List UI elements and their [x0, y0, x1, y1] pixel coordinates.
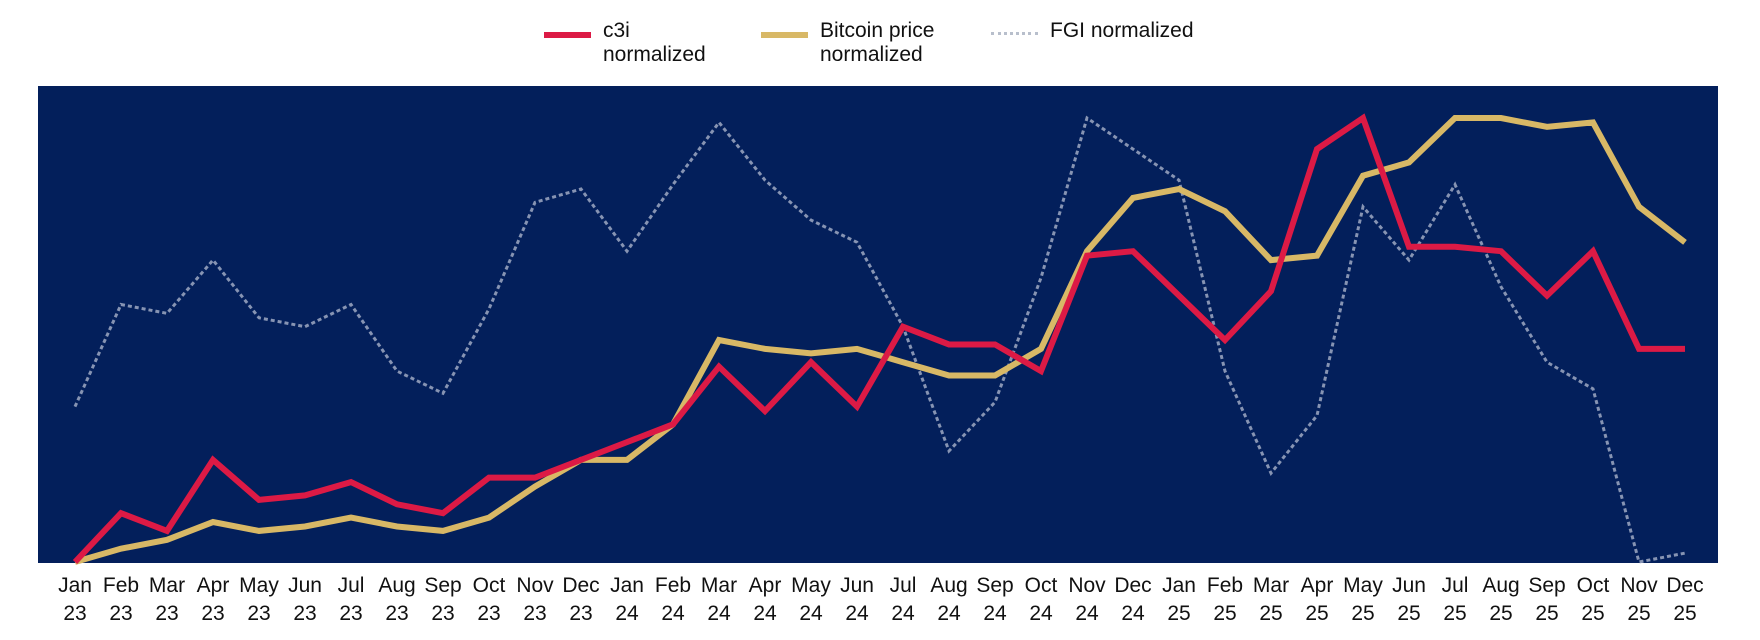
- x-tick-label-mar-25: Mar 25: [1253, 574, 1289, 625]
- series-line-c3i: [72, 113, 1685, 565]
- x-tick-label-feb-25: Feb 25: [1207, 574, 1243, 625]
- series-line-fgi: [73, 115, 1686, 564]
- x-tick-label-nov-24: Nov 24: [1068, 574, 1106, 625]
- x-tick-label-oct-24: Oct 24: [1025, 574, 1058, 625]
- x-tick-label-may-24: May 24: [791, 574, 831, 625]
- x-tick-label-dec-24: Dec 24: [1114, 574, 1151, 625]
- x-tick-label-dec-25: Dec 25: [1666, 574, 1703, 625]
- legend-label-bitcoin-line1: Bitcoin price: [820, 19, 935, 42]
- legend-swatch-c3i: [544, 32, 591, 38]
- x-tick-label-mar-23: Mar 23: [149, 574, 185, 625]
- legend-item-c3i: c3i normalized: [544, 19, 763, 67]
- series-layer: [72, 113, 1687, 565]
- x-tick-label-jul-25: Jul 25: [1442, 574, 1469, 625]
- x-tick-label-sep-23: Sep 23: [424, 574, 461, 625]
- x-tick-label-mar-24: Mar 24: [701, 574, 737, 625]
- x-tick-label-sep-25: Sep 25: [1528, 574, 1565, 625]
- x-tick-label-feb-24: Feb 24: [655, 574, 691, 625]
- x-tick-label-jun-24: Jun 24: [840, 574, 874, 625]
- x-tick-label-nov-25: Nov 25: [1620, 574, 1658, 625]
- x-tick-label-dec-23: Dec 23: [562, 574, 599, 625]
- legend-swatch-fgi: [991, 32, 1038, 35]
- x-axis-tick-labels: Jan 23 Feb 23 Mar 23 Apr 23 May 23 Jun 23 Jul 23 Aug 23…: [58, 574, 1704, 625]
- series-line-bitcoin: [74, 115, 1687, 565]
- x-tick-label-jan-25: Jan 25: [1162, 574, 1196, 625]
- x-tick-label-apr-25: Apr 25: [1301, 574, 1334, 625]
- x-tick-label-may-23: May 23: [239, 574, 279, 625]
- plot-area: [38, 86, 1718, 563]
- series-c3i: [72, 113, 1685, 565]
- x-tick-label-oct-23: Oct 23: [473, 574, 506, 625]
- legend-swatch-bitcoin: [761, 32, 808, 38]
- x-tick-label-aug-24: Aug 24: [930, 574, 967, 625]
- series-bitcoin: [74, 115, 1687, 565]
- x-tick-label-may-25: May 25: [1343, 574, 1383, 625]
- x-tick-label-jan-24: Jan 24: [610, 574, 644, 625]
- legend-label-c3i-line2: normalized: [603, 43, 706, 66]
- series-fgi: [73, 115, 1686, 564]
- legend-label-bitcoin: Bitcoin price normalized: [820, 19, 980, 67]
- x-tick-label-feb-23: Feb 23: [103, 574, 139, 625]
- x-tick-label-aug-23: Aug 23: [378, 574, 415, 625]
- x-tick-label-aug-25: Aug 25: [1482, 574, 1519, 625]
- x-tick-label-jan-23: Jan 23: [58, 574, 92, 625]
- guide-lines: [74, 118, 1686, 563]
- legend-label-c3i-line1: c3i: [603, 19, 630, 42]
- legend-label-fgi-line1: FGI normalized: [1050, 19, 1194, 42]
- x-tick-label-apr-24: Apr 24: [749, 574, 782, 625]
- x-tick-label-jul-24: Jul 24: [890, 574, 917, 625]
- legend-label-bitcoin-line2: normalized: [820, 43, 923, 66]
- legend-label-fgi: FGI normalized: [1050, 19, 1250, 43]
- x-tick-label-oct-25: Oct 25: [1577, 574, 1610, 625]
- legend-label-c3i: c3i normalized: [603, 19, 763, 67]
- x-tick-label-jun-25: Jun 25: [1392, 574, 1426, 625]
- chart-legend: c3i normalized Bitcoin price normalized …: [0, 0, 1760, 80]
- legend-item-bitcoin: Bitcoin price normalized: [761, 19, 980, 67]
- x-tick-label-nov-23: Nov 23: [516, 574, 554, 625]
- legend-item-fgi: FGI normalized: [991, 19, 1250, 43]
- x-tick-label-sep-24: Sep 24: [976, 574, 1013, 625]
- x-tick-label-apr-23: Apr 23: [197, 574, 230, 625]
- x-tick-label-jul-23: Jul 23: [338, 574, 365, 625]
- x-tick-label-jun-23: Jun 23: [288, 574, 322, 625]
